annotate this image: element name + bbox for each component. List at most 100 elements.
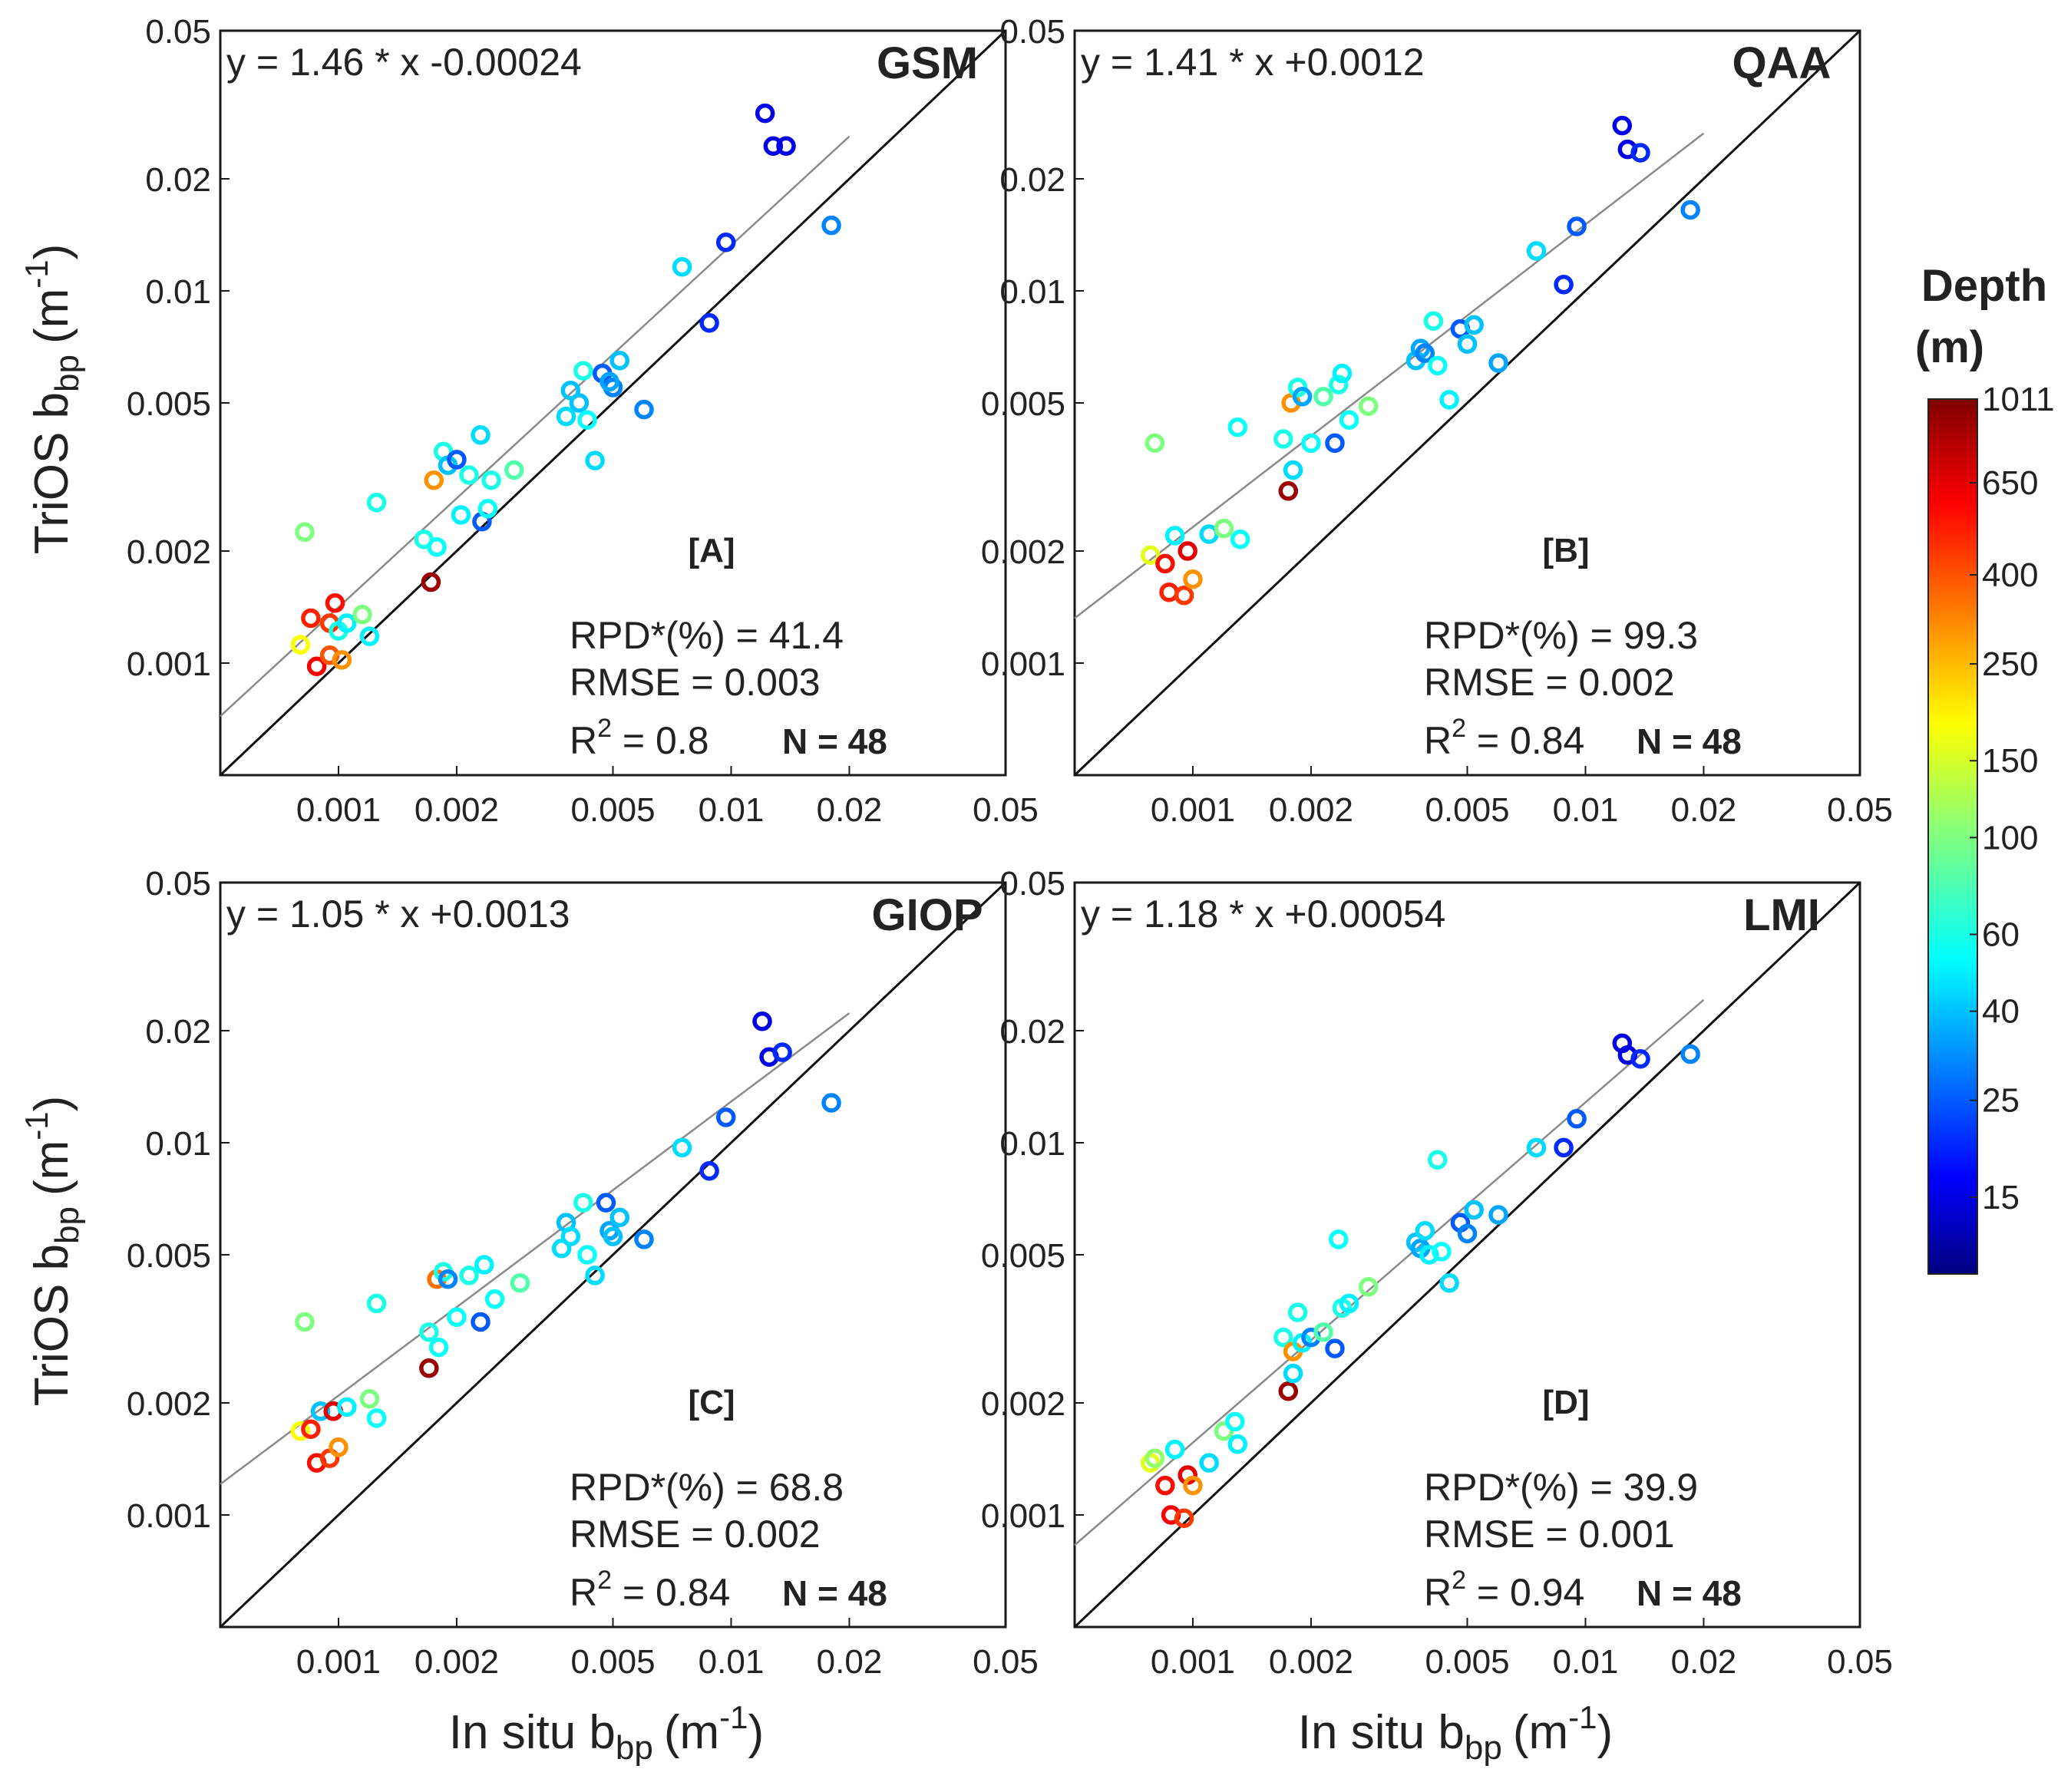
colorbar-tick-label: 400 xyxy=(1982,556,2038,594)
x-axis-label-right: In situ bbp (m-1) xyxy=(1298,1699,1613,1767)
data-point xyxy=(1332,363,1353,384)
y-tick-label: 0.01 xyxy=(999,1125,1065,1163)
data-point xyxy=(763,136,784,157)
rmse-stat: RMSE = 0.002 xyxy=(1424,661,1675,704)
data-point xyxy=(1415,343,1435,363)
data-point xyxy=(366,1293,387,1314)
data-point xyxy=(600,371,619,392)
y-tick-label: 0.01 xyxy=(145,1125,211,1163)
data-point xyxy=(585,1266,605,1285)
data-point xyxy=(451,505,471,525)
panel-D: 0.001 0.002 0.005 0.01 0.02 0.05 0.001 0.002 0.0… xyxy=(981,865,1893,1681)
one-to-one-line xyxy=(1073,29,1861,777)
data-point xyxy=(295,522,315,542)
panel-C: 0.001 0.002 0.005 0.01 0.02 0.05 0.001 0.002 0.0… xyxy=(127,865,1039,1681)
panel-B: 0.001 0.002 0.005 0.01 0.02 0.05 0.001 0.002 0.0… xyxy=(981,13,1893,829)
algorithm-title: QAA xyxy=(1732,38,1832,88)
y-tick-label: 0.002 xyxy=(127,533,211,571)
data-point xyxy=(1488,1205,1508,1225)
data-point xyxy=(424,470,444,490)
data-point xyxy=(325,592,345,613)
data-point xyxy=(573,1193,593,1213)
data-point xyxy=(510,1272,530,1293)
data-point xyxy=(1287,1302,1308,1322)
data-point xyxy=(352,605,372,625)
n-count: N = 48 xyxy=(1637,1573,1742,1613)
data-point xyxy=(1164,526,1185,546)
data-point xyxy=(1301,433,1321,454)
data-point xyxy=(1273,429,1293,449)
x-tick-label: 0.001 xyxy=(296,791,381,829)
data-point xyxy=(1183,569,1203,589)
fit-equation: y = 1.46 * x -0.00024 xyxy=(226,41,582,84)
colorbar: Depth (m) 1011 650 400 250 150 100 60 40 25 15 xyxy=(1915,261,2055,1275)
data-point xyxy=(1214,1421,1234,1441)
r2-stat: R2 = 0.8 xyxy=(570,714,709,762)
data-point xyxy=(290,635,311,655)
data-point xyxy=(1155,553,1175,574)
data-point xyxy=(577,1245,597,1265)
x-tick-label: 0.05 xyxy=(973,1643,1039,1681)
data-point xyxy=(1464,315,1484,335)
x-tick-label: 0.01 xyxy=(1553,1643,1619,1681)
data-point xyxy=(459,465,479,485)
data-point xyxy=(329,1437,348,1457)
data-point xyxy=(1567,1108,1587,1129)
panel-label: [B] xyxy=(1542,532,1589,569)
data-point xyxy=(672,1137,692,1158)
rpd-stat: RPD*(%) = 39.9 xyxy=(1424,1466,1698,1509)
algorithm-title: LMI xyxy=(1743,890,1820,940)
x-tick-label: 0.01 xyxy=(699,1643,765,1681)
data-point xyxy=(1432,1242,1452,1262)
colorbar-tick-label: 150 xyxy=(1982,742,2038,780)
data-point xyxy=(1313,386,1333,407)
data-point xyxy=(715,233,736,252)
data-point xyxy=(821,1093,841,1113)
colorbar-tick-label: 60 xyxy=(1982,916,2020,954)
data-point xyxy=(1325,1338,1345,1358)
data-point xyxy=(1339,1293,1359,1314)
y-tick-label: 0.05 xyxy=(145,865,211,903)
x-tick-label: 0.01 xyxy=(1553,791,1619,829)
data-point xyxy=(1554,274,1574,295)
colorbar-tick-label: 40 xyxy=(1982,993,2020,1031)
r2-stat: R2 = 0.94 xyxy=(1424,1566,1584,1614)
y-tick-label: 0.001 xyxy=(981,1497,1065,1535)
data-point xyxy=(1283,460,1303,480)
y-tick-label: 0.005 xyxy=(127,1237,211,1275)
data-point xyxy=(481,470,501,490)
data-point xyxy=(1155,1475,1175,1496)
rpd-stat: RPD*(%) = 99.3 xyxy=(1424,614,1698,657)
data-point xyxy=(699,313,719,333)
y-tick-label: 0.001 xyxy=(981,645,1065,683)
colorbar-tick-label: 650 xyxy=(1982,464,2038,502)
data-point xyxy=(1630,1048,1650,1069)
data-point xyxy=(1174,1508,1194,1529)
data-point xyxy=(419,1358,439,1378)
x-tick-label: 0.005 xyxy=(570,791,655,829)
data-point xyxy=(1457,334,1478,354)
colorbar-tick-label: 25 xyxy=(1982,1082,2020,1120)
r2-stat: R2 = 0.84 xyxy=(1424,714,1584,762)
x-tick-label: 0.001 xyxy=(1151,1643,1235,1681)
data-point xyxy=(1680,200,1700,220)
data-point xyxy=(699,1160,719,1181)
data-point xyxy=(577,410,597,430)
data-point xyxy=(596,1193,616,1213)
y-tick-label: 0.02 xyxy=(145,1013,211,1051)
data-point xyxy=(1680,1044,1700,1064)
panel-label: [C] xyxy=(688,1384,735,1421)
colorbar-tick-label: 100 xyxy=(1982,819,2038,856)
x-tick-label: 0.005 xyxy=(570,1643,655,1681)
data-point xyxy=(1415,1220,1435,1241)
x-tick-label: 0.001 xyxy=(1151,791,1235,829)
data-point xyxy=(1164,1439,1185,1460)
data-point xyxy=(366,1408,387,1428)
data-point xyxy=(634,1229,654,1249)
data-point xyxy=(1283,1363,1303,1384)
data-point xyxy=(428,1337,449,1358)
data-point xyxy=(1630,143,1650,163)
data-point xyxy=(1199,1453,1219,1473)
rmse-stat: RMSE = 0.002 xyxy=(570,1513,821,1556)
data-point xyxy=(1457,1223,1478,1244)
